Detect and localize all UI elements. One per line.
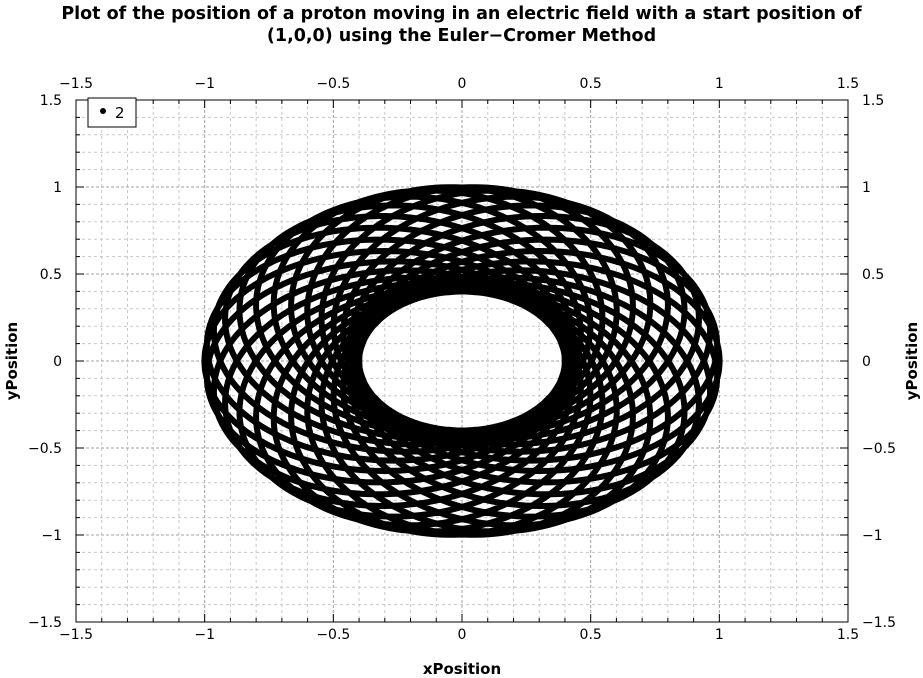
x-tick-label-top: −0.5	[316, 76, 350, 92]
y-axis-label-right: yPosition	[903, 322, 921, 400]
y-tick-label-left: −1.5	[28, 615, 62, 631]
y-tick-label-right: −1.5	[862, 615, 896, 631]
y-tick-label-right: −1	[862, 528, 883, 544]
x-tick-label-top: 0	[458, 76, 467, 92]
y-tick-label-right: 0	[862, 354, 871, 370]
legend-marker	[100, 108, 106, 114]
x-tick-label-bottom: −0.5	[316, 627, 350, 643]
legend-box	[87, 97, 137, 128]
y-tick-label-left: 0.5	[40, 267, 62, 283]
trajectory-series	[201, 184, 723, 538]
legend: 2	[87, 97, 137, 128]
x-tick-label-bottom: 0	[458, 627, 467, 643]
grid-lines	[75, 99, 849, 623]
legend-label: 2	[115, 104, 125, 122]
chart-title-line-1: Plot of the position of a proton moving …	[61, 4, 862, 24]
x-tick-label-top: 1.5	[837, 76, 859, 92]
x-tick-label-top: 0.5	[580, 76, 602, 92]
y-tick-label-left: −1	[41, 528, 62, 544]
x-tick-label-top: −1	[194, 76, 215, 92]
y-tick-label-right: 0.5	[862, 267, 884, 283]
y-tick-label-left: −0.5	[28, 441, 62, 457]
x-axis-label: xPosition	[423, 660, 501, 678]
y-tick-label-right: 1.5	[862, 93, 884, 109]
x-tick-label-top: −1.5	[59, 76, 93, 92]
x-tick-label-bottom: 1.5	[837, 627, 859, 643]
y-axis-label-left: yPosition	[3, 322, 21, 400]
x-tick-label-top: 1	[715, 76, 724, 92]
chart-title-line-2: (1,0,0) using the Euler−Cromer Method	[266, 26, 657, 46]
y-tick-label-right: 1	[862, 180, 871, 196]
x-tick-label-bottom: −1.5	[59, 627, 93, 643]
x-tick-label-bottom: −1	[194, 627, 215, 643]
y-tick-label-left: 1	[53, 180, 62, 196]
y-tick-label-left: 1.5	[40, 93, 62, 109]
trajectory-points	[201, 184, 723, 538]
tick-labels: −1.5−1.5−1.5 −1.5−1−1−1 −1−0.5−0.5−0.5 −0.5…	[28, 76, 896, 643]
y-tick-label-right: −0.5	[862, 441, 896, 457]
y-tick-label-left: 0	[53, 354, 62, 370]
x-tick-label-bottom: 0.5	[580, 627, 602, 643]
chart-title: Plot of the position of a proton moving …	[0, 3, 923, 47]
x-tick-label-bottom: 1	[715, 627, 724, 643]
